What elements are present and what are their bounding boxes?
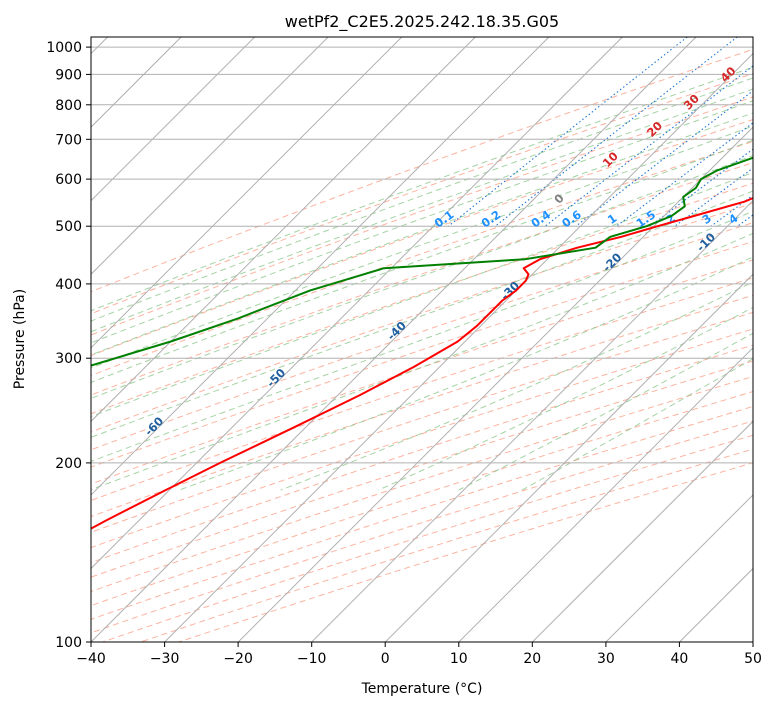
y-axis-label: Pressure (hPa) [12, 289, 28, 389]
isotherm-label: -50 [264, 366, 289, 391]
dry-adiabat-line [91, 73, 753, 315]
y-tick-label: 500 [55, 219, 82, 235]
mixing-ratio-label: 0.1 [432, 207, 457, 230]
y-tick-label: 900 [55, 67, 82, 83]
isotherms [91, 37, 753, 642]
isotherm-line [91, 37, 550, 496]
moist-adiabat-line [91, 77, 753, 322]
plot-area: 0.10.20.40.611.52346810131620253036-100-… [18, 37, 775, 642]
x-tick-label: −40 [76, 651, 106, 667]
isotherm-line [91, 37, 476, 423]
moist-adiabat-line [91, 232, 753, 491]
isotherm-line [458, 347, 753, 642]
dry-adiabat-label: 0 [551, 191, 567, 207]
dewpoint-profile-line [91, 156, 753, 367]
dry-adiabat-line [91, 48, 753, 293]
x-tick-label: 40 [670, 651, 688, 667]
mixing-ratio-line [575, 90, 753, 227]
x-tick-label: 50 [744, 651, 762, 667]
isotherm-line [384, 273, 753, 642]
moist-adiabat-line [91, 66, 753, 312]
dry-adiabat-label: 40 [717, 64, 738, 85]
x-tick-label: −20 [223, 651, 253, 667]
y-tick-label: 700 [55, 132, 82, 148]
temperature-profile-line [91, 196, 753, 530]
isotherm-line [310, 199, 753, 642]
dry-adiabat-line [91, 328, 753, 549]
mixing-ratio-lines [448, 37, 753, 227]
dry-adiabat-line [102, 434, 753, 642]
isotherm-label: -70 [18, 464, 43, 489]
isotherm-line [531, 420, 753, 642]
dry-adiabat-label: 20 [644, 119, 665, 140]
plot-frame [90, 36, 754, 643]
dry-adiabat-line [91, 405, 753, 620]
x-tick-label: 20 [523, 651, 541, 667]
mixing-ratio-label: 4 [726, 211, 741, 227]
isotherm-line [91, 37, 403, 349]
isotherm-line [237, 126, 753, 642]
dry-adiabat-line [91, 140, 753, 377]
chart-title: wetPf2_C2E5.2025.242.18.35.G05 [285, 12, 559, 32]
moist-adiabat-line [91, 100, 753, 344]
mixing-ratio-line [494, 37, 739, 227]
moist-adiabat-line [91, 88, 753, 333]
dry-adiabat-line [91, 162, 753, 396]
moist-adiabat-line [91, 155, 753, 399]
isobars [91, 46, 753, 642]
mixing-ratio-label: 6 [765, 211, 775, 227]
x-tick-label: 0 [381, 651, 390, 667]
mixing-ratio-label: 1 [605, 211, 620, 227]
x-tick-label: −10 [297, 651, 327, 667]
x-axis-label: Temperature (°C) [361, 681, 483, 697]
sounding-series [91, 156, 753, 530]
moist-adiabat-line [91, 125, 753, 369]
isotherm-label: -30 [498, 279, 523, 304]
mixing-ratio-label: 0.2 [479, 207, 504, 230]
mixing-ratio-line [649, 148, 753, 227]
y-tick-label: 300 [55, 351, 82, 367]
y-tick-label: 1000 [46, 40, 82, 56]
moist-adiabat-line [91, 210, 753, 462]
axis-ticks: −40 −30 −20 −10 0 10 20 30 40 5010020030040050060… [46, 40, 762, 667]
mixing-ratio-line [674, 167, 753, 227]
mixing-ratio-line [544, 65, 753, 227]
dry-adiabat-line [91, 96, 753, 336]
moist-adiabat-line [458, 332, 753, 491]
y-tick-label: 400 [55, 277, 82, 293]
dry-adiabat-line [91, 391, 753, 607]
dry-adiabat-label: 30 [681, 91, 702, 112]
mixing-ratio-label: 0.4 [528, 207, 553, 230]
moist-adiabat-line [91, 139, 753, 383]
isotherm-line [91, 37, 623, 570]
dry-adiabat-line [91, 277, 753, 502]
isotherm-line [91, 37, 697, 642]
moist-adiabat-line [91, 171, 753, 418]
moist-adiabat-line [280, 281, 753, 491]
isotherm-label: -60 [142, 414, 167, 439]
isotherm-line [752, 641, 753, 642]
isotherm-label: -10 [694, 230, 719, 255]
moist-adiabat-line [91, 112, 753, 356]
dry-adiabat-line [140, 448, 753, 642]
y-tick-label: 200 [55, 456, 82, 472]
y-tick-label: 800 [55, 98, 82, 114]
isotherm-line [91, 37, 329, 275]
moist-adiabat-line [91, 190, 753, 438]
isotherm-line [163, 52, 753, 642]
isotherm-line [91, 37, 256, 202]
x-tick-label: −30 [150, 651, 180, 667]
dry-adiabat-line [91, 202, 753, 433]
moist-adiabats [91, 66, 753, 491]
x-tick-label: 10 [450, 651, 468, 667]
dry-adiabat-line [91, 311, 753, 533]
y-tick-label: 100 [55, 635, 82, 651]
x-tick-label: 30 [597, 651, 615, 667]
isotherm-line [605, 494, 753, 642]
y-tick-label: 600 [55, 172, 82, 188]
dry-adiabat-line [91, 222, 753, 451]
